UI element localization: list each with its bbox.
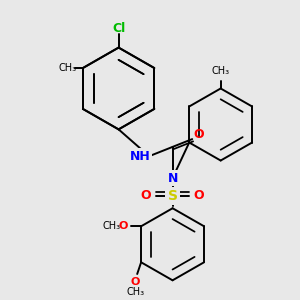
Text: S: S: [168, 189, 178, 202]
Text: O: O: [141, 189, 152, 202]
Text: CH₃: CH₃: [212, 66, 230, 76]
Text: NH: NH: [130, 150, 151, 163]
Text: O: O: [194, 128, 204, 141]
Text: CH₃: CH₃: [58, 63, 76, 73]
Text: Cl: Cl: [112, 22, 125, 34]
Text: O: O: [119, 221, 128, 231]
Text: CH₃: CH₃: [103, 221, 121, 231]
Text: CH₃: CH₃: [126, 286, 144, 296]
Text: N: N: [167, 172, 178, 184]
Text: O: O: [194, 189, 204, 202]
Text: O: O: [130, 277, 140, 287]
